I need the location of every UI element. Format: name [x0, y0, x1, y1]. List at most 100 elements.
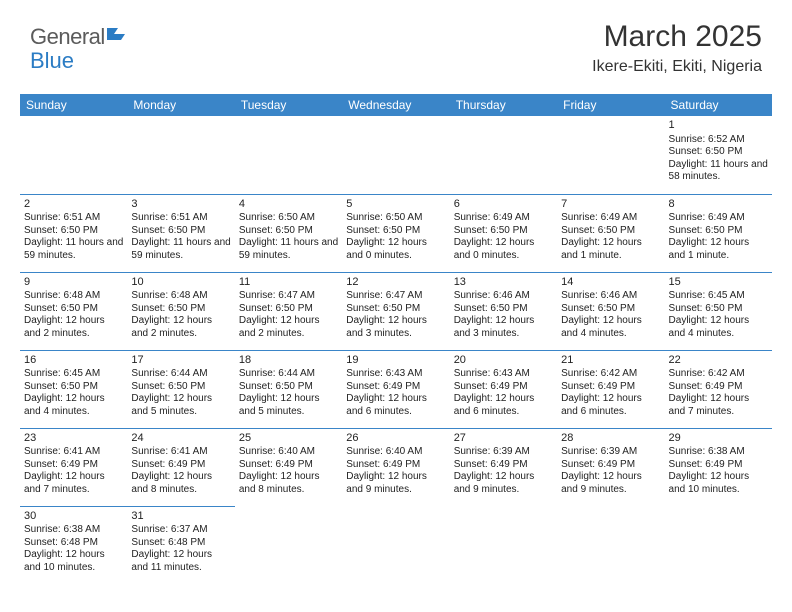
day-number: 24	[131, 432, 230, 446]
day-number: 6	[454, 198, 553, 212]
daylight-text: Daylight: 12 hours and 6 minutes.	[561, 393, 660, 418]
calendar-day-cell	[342, 506, 449, 584]
sunrise-text: Sunrise: 6:41 AM	[131, 446, 230, 459]
daylight-text: Daylight: 12 hours and 0 minutes.	[454, 237, 553, 262]
calendar-day-cell: 14Sunrise: 6:46 AMSunset: 6:50 PMDayligh…	[557, 272, 664, 350]
sunrise-text: Sunrise: 6:46 AM	[561, 290, 660, 303]
day-number: 8	[669, 198, 768, 212]
daylight-text: Daylight: 12 hours and 6 minutes.	[346, 393, 445, 418]
calendar-day-cell: 11Sunrise: 6:47 AMSunset: 6:50 PMDayligh…	[235, 272, 342, 350]
calendar-day-cell	[235, 506, 342, 584]
calendar-day-cell: 13Sunrise: 6:46 AMSunset: 6:50 PMDayligh…	[450, 272, 557, 350]
weekday-header: Thursday	[450, 94, 557, 116]
calendar-day-cell: 16Sunrise: 6:45 AMSunset: 6:50 PMDayligh…	[20, 350, 127, 428]
daylight-text: Daylight: 11 hours and 59 minutes.	[24, 237, 123, 262]
sunrise-text: Sunrise: 6:40 AM	[346, 446, 445, 459]
sunrise-text: Sunrise: 6:45 AM	[24, 368, 123, 381]
calendar-day-cell	[450, 506, 557, 584]
daylight-text: Daylight: 12 hours and 4 minutes.	[561, 315, 660, 340]
calendar-day-cell: 31Sunrise: 6:37 AMSunset: 6:48 PMDayligh…	[127, 506, 234, 584]
calendar-week-row: 30Sunrise: 6:38 AMSunset: 6:48 PM Dayligh…	[20, 506, 772, 584]
calendar-day-cell	[665, 506, 772, 584]
day-number: 14	[561, 276, 660, 290]
sunrise-text: Sunrise: 6:39 AM	[454, 446, 553, 459]
daylight-text: Daylight: 12 hours and 9 minutes.	[454, 471, 553, 496]
calendar-day-cell: 1Sunrise: 6:52 AMSunset: 6:50 PMDaylight…	[665, 116, 772, 194]
sunset-text: Sunset: 6:49 PM	[239, 459, 338, 472]
day-number: 16	[24, 354, 123, 368]
day-number: 7	[561, 198, 660, 212]
day-number: 27	[454, 432, 553, 446]
daylight-text: Daylight: 12 hours and 10 minutes.	[669, 471, 768, 496]
sunset-text: Sunset: 6:49 PM	[454, 459, 553, 472]
daylight-text: Daylight: 12 hours and 9 minutes.	[561, 471, 660, 496]
calendar-day-cell	[557, 506, 664, 584]
sunrise-text: Sunrise: 6:48 AM	[24, 290, 123, 303]
daylight-text: Daylight: 11 hours and 59 minutes.	[131, 237, 230, 262]
sunset-text: Sunset: 6:50 PM	[239, 381, 338, 394]
weekday-header: Friday	[557, 94, 664, 116]
sunrise-text: Sunrise: 6:48 AM	[131, 290, 230, 303]
sunset-text: Sunset: 6:50 PM	[669, 225, 768, 238]
daylight-text: Daylight: 12 hours and 11 minutes.	[131, 549, 230, 574]
calendar-body: 1Sunrise: 6:52 AMSunset: 6:50 PMDaylight…	[20, 116, 772, 584]
daylight-text: Daylight: 11 hours and 58 minutes.	[669, 159, 768, 184]
calendar-header-row: SundayMondayTuesdayWednesdayThursdayFrid…	[20, 94, 772, 116]
sunset-text: Sunset: 6:49 PM	[454, 381, 553, 394]
sunrise-text: Sunrise: 6:38 AM	[24, 524, 123, 537]
day-number: 17	[131, 354, 230, 368]
calendar-week-row: 1Sunrise: 6:52 AMSunset: 6:50 PMDaylight…	[20, 116, 772, 194]
day-number: 13	[454, 276, 553, 290]
sunset-text: Sunset: 6:48 PM	[24, 537, 123, 550]
sunset-text: Sunset: 6:49 PM	[24, 459, 123, 472]
sunset-text: Sunset: 6:50 PM	[131, 303, 230, 316]
sunrise-text: Sunrise: 6:44 AM	[131, 368, 230, 381]
day-number: 21	[561, 354, 660, 368]
calendar-day-cell: 3Sunrise: 6:51 AMSunset: 6:50 PMDaylight…	[127, 194, 234, 272]
calendar-day-cell: 20Sunrise: 6:43 AMSunset: 6:49 PMDayligh…	[450, 350, 557, 428]
calendar-day-cell: 27Sunrise: 6:39 AMSunset: 6:49 PMDayligh…	[450, 428, 557, 506]
daylight-text: Daylight: 12 hours and 1 minute.	[561, 237, 660, 262]
sunrise-text: Sunrise: 6:43 AM	[454, 368, 553, 381]
daylight-text: Daylight: 11 hours and 59 minutes.	[239, 237, 338, 262]
sunrise-text: Sunrise: 6:44 AM	[239, 368, 338, 381]
daylight-text: Daylight: 12 hours and 0 minutes.	[346, 237, 445, 262]
day-number: 30	[24, 510, 123, 524]
daylight-text: Daylight: 12 hours and 6 minutes.	[454, 393, 553, 418]
sunset-text: Sunset: 6:50 PM	[24, 303, 123, 316]
daylight-text: Daylight: 12 hours and 2 minutes.	[131, 315, 230, 340]
daylight-text: Daylight: 12 hours and 7 minutes.	[24, 471, 123, 496]
sunrise-text: Sunrise: 6:46 AM	[454, 290, 553, 303]
day-number: 18	[239, 354, 338, 368]
calendar-week-row: 9Sunrise: 6:48 AMSunset: 6:50 PMDaylight…	[20, 272, 772, 350]
calendar-day-cell: 28Sunrise: 6:39 AMSunset: 6:49 PMDayligh…	[557, 428, 664, 506]
title-block: March 2025 Ikere-Ekiti, Ekiti, Nigeria	[592, 20, 762, 76]
sunset-text: Sunset: 6:50 PM	[561, 225, 660, 238]
day-number: 25	[239, 432, 338, 446]
logo-text-general: General	[30, 24, 105, 50]
sunset-text: Sunset: 6:50 PM	[131, 381, 230, 394]
calendar-day-cell: 29Sunrise: 6:38 AMSunset: 6:49 PMDayligh…	[665, 428, 772, 506]
sunrise-text: Sunrise: 6:50 AM	[239, 212, 338, 225]
sunset-text: Sunset: 6:50 PM	[561, 303, 660, 316]
sunrise-text: Sunrise: 6:49 AM	[561, 212, 660, 225]
sunrise-text: Sunrise: 6:39 AM	[561, 446, 660, 459]
day-number: 10	[131, 276, 230, 290]
calendar-day-cell: 15Sunrise: 6:45 AMSunset: 6:50 PMDayligh…	[665, 272, 772, 350]
daylight-text: Daylight: 12 hours and 4 minutes.	[669, 315, 768, 340]
daylight-text: Daylight: 12 hours and 8 minutes.	[131, 471, 230, 496]
calendar-day-cell: 17Sunrise: 6:44 AMSunset: 6:50 PMDayligh…	[127, 350, 234, 428]
logo-text-blue: Blue	[30, 48, 74, 74]
calendar-day-cell	[342, 116, 449, 194]
sunset-text: Sunset: 6:50 PM	[346, 303, 445, 316]
daylight-text: Daylight: 12 hours and 7 minutes.	[669, 393, 768, 418]
calendar-day-cell	[235, 116, 342, 194]
daylight-text: Daylight: 12 hours and 9 minutes.	[346, 471, 445, 496]
sunset-text: Sunset: 6:49 PM	[669, 459, 768, 472]
day-number: 22	[669, 354, 768, 368]
calendar-day-cell: 22Sunrise: 6:42 AMSunset: 6:49 PMDayligh…	[665, 350, 772, 428]
day-number: 29	[669, 432, 768, 446]
day-number: 2	[24, 198, 123, 212]
weekday-header: Sunday	[20, 94, 127, 116]
sunrise-text: Sunrise: 6:49 AM	[454, 212, 553, 225]
